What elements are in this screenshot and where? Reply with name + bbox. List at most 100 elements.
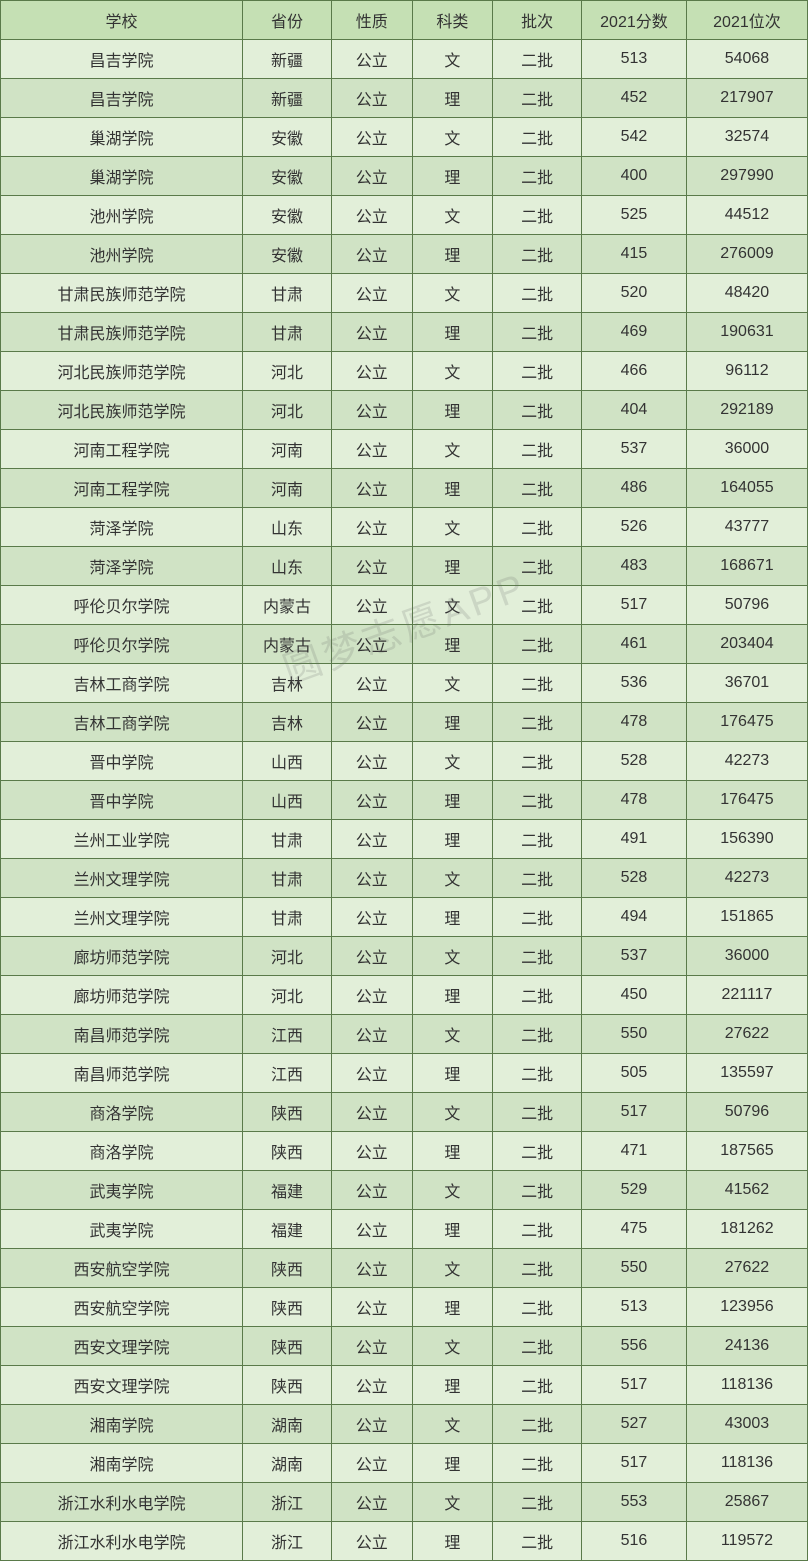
header-row: 学校 省份 性质 科类 批次 2021分数 2021位次 [1, 1, 808, 40]
table-cell: 巢湖学院 [1, 157, 243, 196]
table-cell: 公立 [331, 469, 412, 508]
table-cell: 安徽 [243, 118, 332, 157]
table-cell: 二批 [493, 1015, 582, 1054]
table-cell: 文 [412, 1171, 493, 1210]
table-cell: 福建 [243, 1171, 332, 1210]
table-cell: 513 [582, 1288, 687, 1327]
table-cell: 内蒙古 [243, 586, 332, 625]
table-cell: 二批 [493, 430, 582, 469]
table-cell: 巢湖学院 [1, 118, 243, 157]
table-cell: 二批 [493, 976, 582, 1015]
table-cell: 二批 [493, 781, 582, 820]
table-cell: 二批 [493, 1249, 582, 1288]
table-row: 河南工程学院河南公立文二批53736000 [1, 430, 808, 469]
table-cell: 呼伦贝尔学院 [1, 586, 243, 625]
table-cell: 二批 [493, 703, 582, 742]
table-cell: 河北 [243, 391, 332, 430]
table-cell: 187565 [686, 1132, 807, 1171]
table-cell: 公立 [331, 1171, 412, 1210]
table-cell: 南昌师范学院 [1, 1054, 243, 1093]
table-row: 河南工程学院河南公立理二批486164055 [1, 469, 808, 508]
table-cell: 文 [412, 274, 493, 313]
table-cell: 二批 [493, 352, 582, 391]
table-cell: 呼伦贝尔学院 [1, 625, 243, 664]
table-cell: 415 [582, 235, 687, 274]
table-cell: 河南 [243, 469, 332, 508]
table-row: 西安文理学院陕西公立理二批517118136 [1, 1366, 808, 1405]
table-row: 南昌师范学院江西公立理二批505135597 [1, 1054, 808, 1093]
table-cell: 湘南学院 [1, 1405, 243, 1444]
table-cell: 550 [582, 1015, 687, 1054]
table-cell: 河南工程学院 [1, 430, 243, 469]
table-cell: 河北民族师范学院 [1, 391, 243, 430]
table-cell: 二批 [493, 1327, 582, 1366]
table-row: 吉林工商学院吉林公立文二批53636701 [1, 664, 808, 703]
table-cell: 公立 [331, 157, 412, 196]
table-cell: 陕西 [243, 1366, 332, 1405]
table-cell: 安徽 [243, 235, 332, 274]
table-cell: 理 [412, 1288, 493, 1327]
table-row: 廊坊师范学院河北公立理二批450221117 [1, 976, 808, 1015]
table-cell: 公立 [331, 859, 412, 898]
table-row: 湘南学院湖南公立文二批52743003 [1, 1405, 808, 1444]
table-cell: 二批 [493, 1522, 582, 1561]
table-cell: 理 [412, 1054, 493, 1093]
table-cell: 27622 [686, 1015, 807, 1054]
table-cell: 517 [582, 1444, 687, 1483]
table-cell: 二批 [493, 1171, 582, 1210]
table-row: 昌吉学院新疆公立文二批51354068 [1, 40, 808, 79]
table-cell: 二批 [493, 118, 582, 157]
table-cell: 文 [412, 118, 493, 157]
table-cell: 517 [582, 586, 687, 625]
table-cell: 二批 [493, 1132, 582, 1171]
table-cell: 公立 [331, 1015, 412, 1054]
table-cell: 二批 [493, 586, 582, 625]
table-container: 圆梦志愿APP 学校 省份 性质 科类 批次 2021分数 2021位次 昌吉学… [0, 0, 808, 1561]
table-cell: 550 [582, 1249, 687, 1288]
table-cell: 廊坊师范学院 [1, 976, 243, 1015]
table-cell: 晋中学院 [1, 781, 243, 820]
table-cell: 118136 [686, 1366, 807, 1405]
table-cell: 公立 [331, 352, 412, 391]
table-cell: 297990 [686, 157, 807, 196]
table-cell: 兰州工业学院 [1, 820, 243, 859]
table-cell: 176475 [686, 781, 807, 820]
table-row: 菏泽学院山东公立文二批52643777 [1, 508, 808, 547]
table-cell: 晋中学院 [1, 742, 243, 781]
table-cell: 理 [412, 391, 493, 430]
table-cell: 公立 [331, 703, 412, 742]
table-cell: 文 [412, 859, 493, 898]
table-cell: 甘肃 [243, 898, 332, 937]
table-cell: 菏泽学院 [1, 508, 243, 547]
table-cell: 理 [412, 820, 493, 859]
table-cell: 536 [582, 664, 687, 703]
table-cell: 理 [412, 1444, 493, 1483]
table-cell: 43777 [686, 508, 807, 547]
table-cell: 西安航空学院 [1, 1288, 243, 1327]
table-cell: 404 [582, 391, 687, 430]
table-cell: 164055 [686, 469, 807, 508]
data-table: 学校 省份 性质 科类 批次 2021分数 2021位次 昌吉学院新疆公立文二批… [0, 0, 808, 1561]
table-cell: 公立 [331, 625, 412, 664]
table-cell: 516 [582, 1522, 687, 1561]
table-cell: 公立 [331, 547, 412, 586]
table-cell: 36701 [686, 664, 807, 703]
table-cell: 安徽 [243, 196, 332, 235]
table-cell: 217907 [686, 79, 807, 118]
table-cell: 理 [412, 976, 493, 1015]
table-cell: 文 [412, 508, 493, 547]
table-cell: 甘肃 [243, 274, 332, 313]
table-cell: 浙江水利水电学院 [1, 1522, 243, 1561]
table-cell: 文 [412, 742, 493, 781]
table-cell: 福建 [243, 1210, 332, 1249]
table-cell: 理 [412, 313, 493, 352]
table-cell: 526 [582, 508, 687, 547]
table-cell: 50796 [686, 1093, 807, 1132]
table-cell: 二批 [493, 937, 582, 976]
table-cell: 461 [582, 625, 687, 664]
table-cell: 文 [412, 430, 493, 469]
table-cell: 吉林工商学院 [1, 703, 243, 742]
table-cell: 河北 [243, 976, 332, 1015]
table-cell: 466 [582, 352, 687, 391]
table-cell: 理 [412, 703, 493, 742]
